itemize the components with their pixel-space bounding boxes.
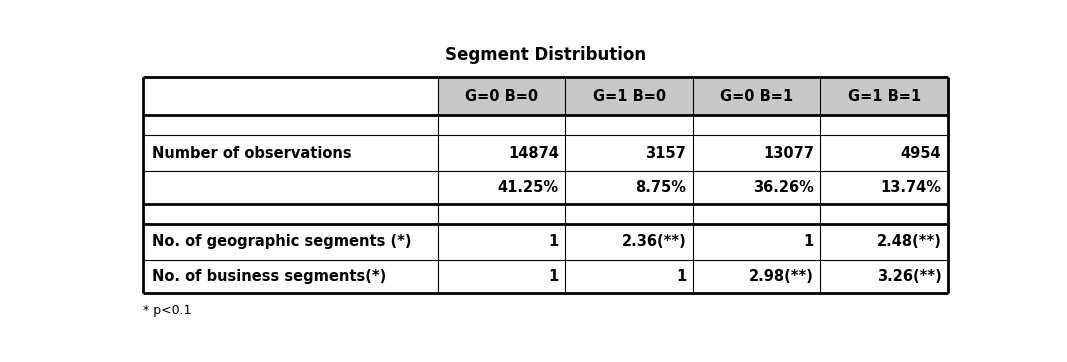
Text: 1: 1 — [803, 235, 814, 249]
Text: 3.26(**): 3.26(**) — [877, 269, 941, 284]
Text: G=0 B=1: G=0 B=1 — [720, 89, 793, 104]
Text: 1: 1 — [548, 235, 559, 249]
Text: 13077: 13077 — [763, 146, 814, 161]
Bar — [566, 77, 692, 115]
Text: 36.26%: 36.26% — [753, 180, 814, 195]
Text: 41.25%: 41.25% — [497, 180, 559, 195]
Text: 2.98(**): 2.98(**) — [749, 269, 814, 284]
Text: G=1 B=0: G=1 B=0 — [592, 89, 666, 104]
Text: G=0 B=0: G=0 B=0 — [465, 89, 538, 104]
Bar — [437, 77, 566, 115]
Text: 2.36(**): 2.36(**) — [622, 235, 686, 249]
Text: 1: 1 — [548, 269, 559, 284]
Text: No. of business segments(*): No. of business segments(*) — [152, 269, 386, 284]
Text: 8.75%: 8.75% — [635, 180, 686, 195]
Text: Number of observations: Number of observations — [152, 146, 351, 161]
Text: Segment Distribution: Segment Distribution — [445, 46, 647, 64]
Bar — [821, 77, 947, 115]
Text: 3157: 3157 — [646, 146, 686, 161]
Text: 13.74%: 13.74% — [880, 180, 941, 195]
Text: G=1 B=1: G=1 B=1 — [847, 89, 921, 104]
Text: 1: 1 — [676, 269, 686, 284]
Text: 2.48(**): 2.48(**) — [876, 235, 941, 249]
Text: No. of geographic segments (*): No. of geographic segments (*) — [152, 235, 411, 249]
Text: 4954: 4954 — [901, 146, 941, 161]
Text: * p<0.1: * p<0.1 — [143, 304, 192, 317]
Text: 14874: 14874 — [508, 146, 559, 161]
Bar — [692, 77, 821, 115]
